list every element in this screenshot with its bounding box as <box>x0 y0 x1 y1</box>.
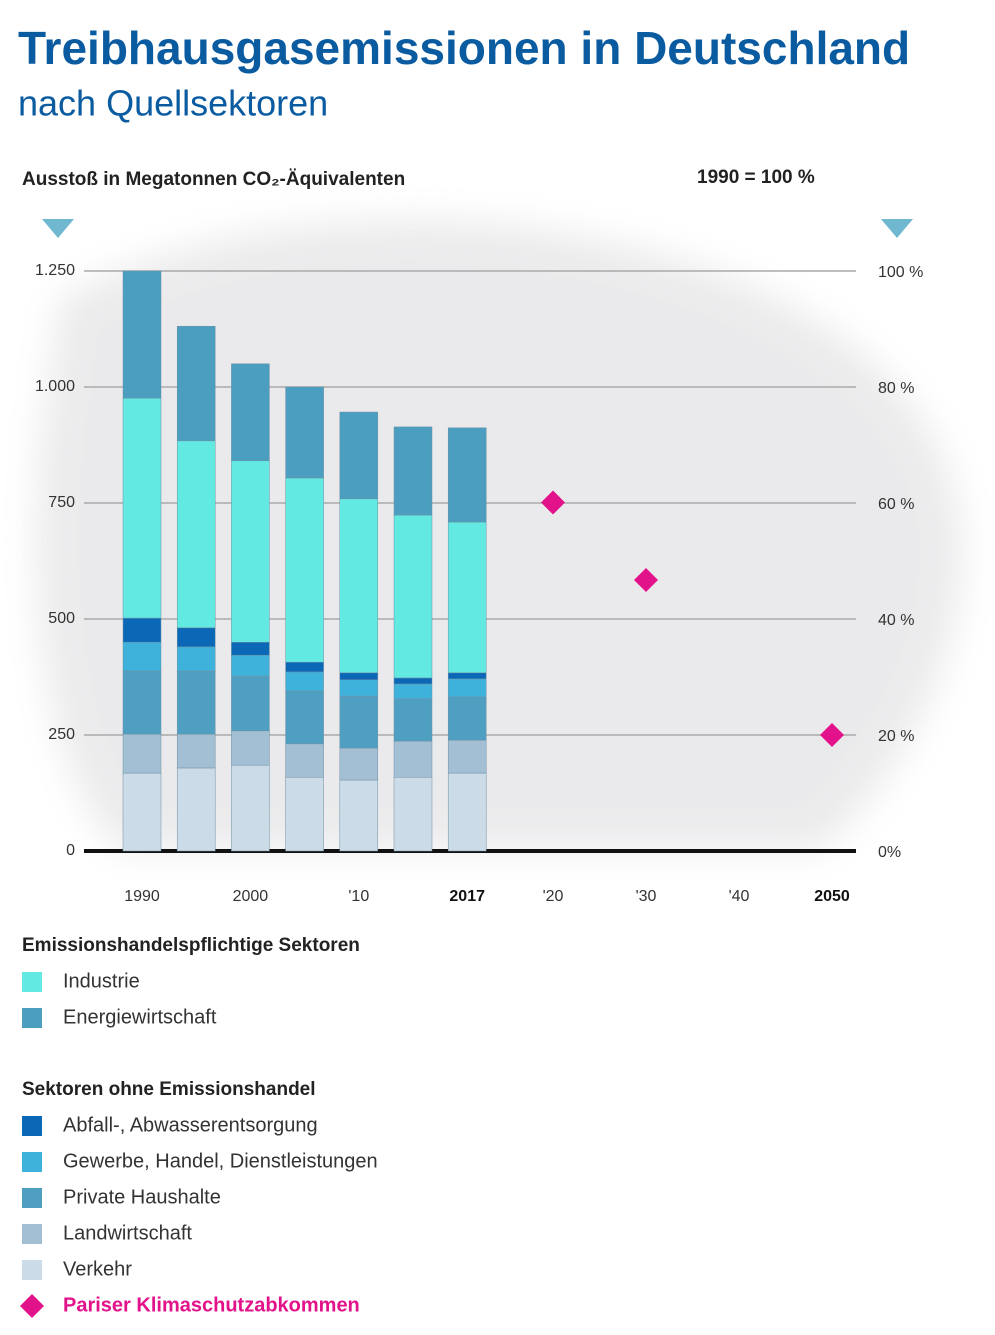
legend-label: Pariser Klimaschutzabkommen <box>63 1294 360 1316</box>
bar-segment <box>447 672 487 680</box>
legend-swatch <box>22 1008 42 1028</box>
axis-marker <box>881 219 913 238</box>
y-tick-label: 0 <box>66 842 75 859</box>
bar-segment <box>231 730 270 766</box>
bar-segment <box>231 764 270 852</box>
legend-swatch <box>22 972 42 992</box>
bar-segment <box>285 386 324 479</box>
bar-segment <box>393 776 433 852</box>
axis-marker <box>42 219 74 238</box>
y-tick-label: 250 <box>48 726 75 743</box>
y-tick-label: 500 <box>48 610 75 627</box>
bar-segment <box>447 696 487 741</box>
y2-tick-label: 60 % <box>878 496 914 513</box>
bar-segment <box>122 397 162 619</box>
x-tick-label: 2017 <box>449 888 485 905</box>
legend-label: Industrie <box>63 970 140 992</box>
legend-label: Private Haushalte <box>63 1186 221 1208</box>
bar-segment <box>339 672 379 681</box>
legend-swatch <box>22 1152 42 1172</box>
bar-segment <box>447 521 487 674</box>
legend-label: Verkehr <box>63 1258 132 1280</box>
bar-segment <box>285 661 324 673</box>
bar-segment <box>122 670 162 735</box>
target-marker <box>820 723 844 747</box>
chart-subtitle: nach Quellsektoren <box>18 83 328 124</box>
legend-swatch <box>22 1260 42 1280</box>
legend-swatch <box>22 1116 42 1136</box>
bar-segment <box>285 477 324 663</box>
y-tick-label: 1.000 <box>35 378 75 395</box>
x-tick-label: 2050 <box>814 888 850 905</box>
bar-segment <box>122 641 162 672</box>
chart-title: Treibhausgasemissionen in Deutschland <box>18 22 910 74</box>
target-marker <box>541 490 565 515</box>
legend-swatch <box>22 1224 42 1244</box>
legend-group-title: Emissionshandelspflichtige Sektoren <box>22 935 360 956</box>
bar-segment <box>122 270 162 399</box>
bar-segment <box>393 514 433 679</box>
y2-axis-label: 1990 = 100 % <box>697 167 815 188</box>
bar-segment <box>176 670 216 735</box>
bar-segment <box>231 641 270 656</box>
bar-segment <box>176 325 216 442</box>
legend-label: Abfall-, Abwasserentsorgung <box>63 1114 318 1136</box>
x-tick-label: 1990 <box>124 888 160 905</box>
bar-segment <box>176 440 216 629</box>
bar-segment <box>393 683 433 700</box>
bar-segment <box>339 747 379 781</box>
bar-segment <box>393 677 433 685</box>
bar-segment <box>447 772 487 852</box>
y-tick-label: 1.250 <box>35 262 75 279</box>
bar-segment <box>339 779 379 852</box>
bar-segment <box>393 426 433 516</box>
bar-segment <box>122 733 162 774</box>
bar-segment <box>231 675 270 732</box>
x-tick-label: '10 <box>348 888 369 905</box>
bar-segment <box>176 767 216 852</box>
y2-tick-label: 20 % <box>878 728 914 745</box>
bar-segment <box>176 646 216 672</box>
y2-tick-label: 0% <box>878 844 901 861</box>
bar-segment <box>176 627 216 648</box>
y2-tick-label: 40 % <box>878 612 914 629</box>
legend-group-title: Sektoren ohne Emissionshandel <box>22 1079 316 1100</box>
bar-segment <box>122 772 162 852</box>
y2-tick-label: 80 % <box>878 380 914 397</box>
bar-segment <box>122 617 162 643</box>
bar-segment <box>285 743 324 778</box>
bar-segment <box>231 363 270 462</box>
y2-tick-label: 100 % <box>878 264 923 281</box>
bar-segment <box>285 671 324 692</box>
bar-segment <box>339 695 379 749</box>
bar-segment <box>339 411 379 500</box>
bar-segment <box>447 739 487 774</box>
legend-label: Gewerbe, Handel, Dienstleistungen <box>63 1150 378 1172</box>
bar-segment <box>339 498 379 674</box>
legend-swatch <box>22 1188 42 1208</box>
bar-segment <box>447 427 487 523</box>
bar-segment <box>339 679 379 697</box>
target-marker <box>634 568 658 593</box>
bar-segment <box>285 690 324 745</box>
legend-label: Energiewirtschaft <box>63 1006 217 1028</box>
x-tick-label: '40 <box>729 888 750 905</box>
x-tick-label: '20 <box>543 888 564 905</box>
background-wash <box>36 220 962 850</box>
bar-segment <box>231 460 270 643</box>
bar-segment <box>231 654 270 677</box>
bar-segment <box>447 678 487 698</box>
x-tick-label: 2000 <box>233 888 269 905</box>
legend-label: Landwirtschaft <box>63 1222 192 1244</box>
x-tick-label: '30 <box>636 888 657 905</box>
bar-segment <box>176 733 216 769</box>
legend-swatch <box>20 1294 44 1318</box>
y-axis-label: Ausstoß in Megatonnen CO₂-Äquivalenten <box>22 169 405 190</box>
bar-segment <box>285 776 324 852</box>
bar-segment <box>393 698 433 742</box>
bar-segment <box>393 740 433 778</box>
y-tick-label: 750 <box>48 494 75 511</box>
